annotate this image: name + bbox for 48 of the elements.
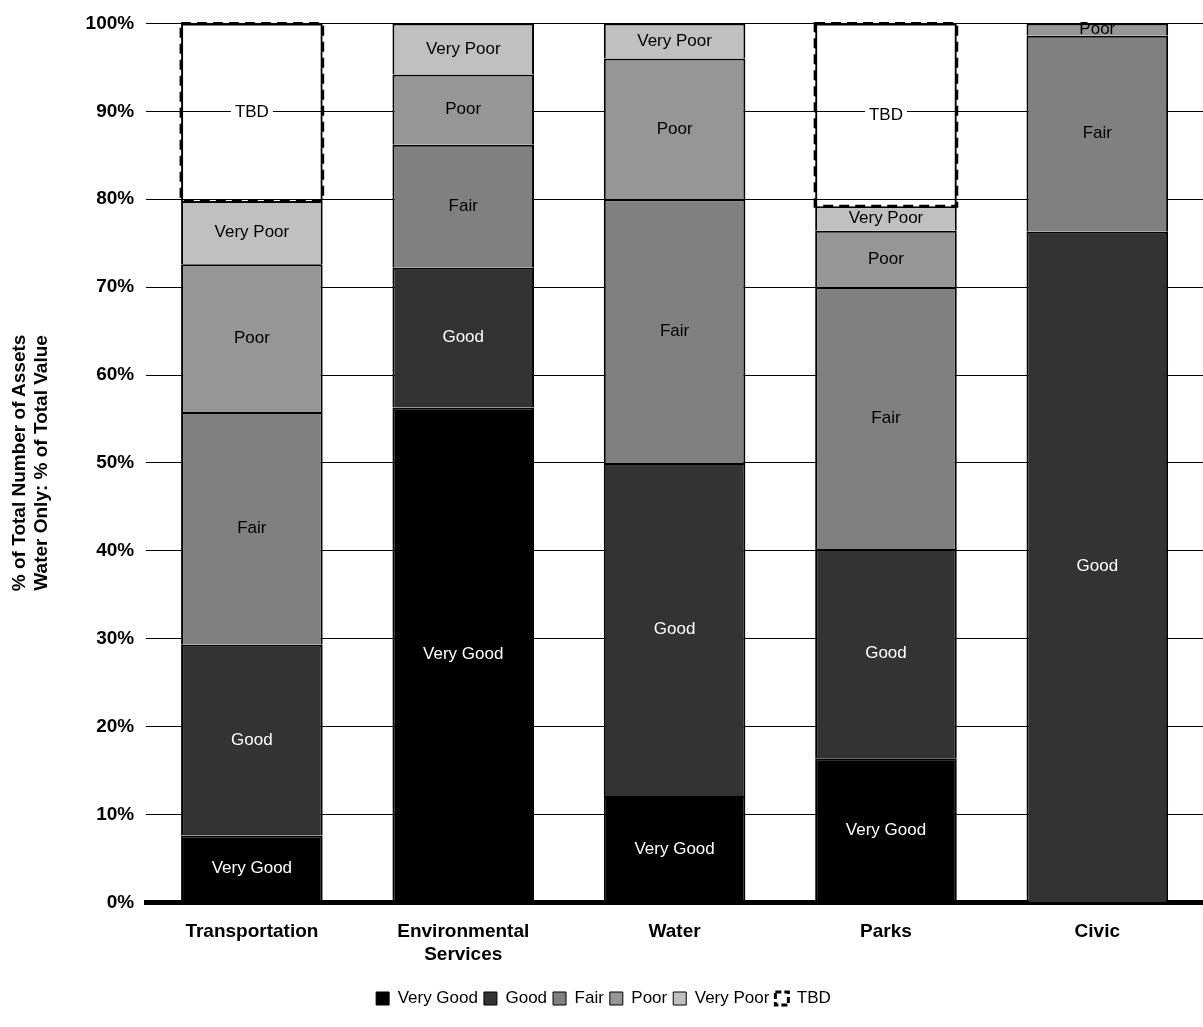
text: Very Poor [214,222,290,242]
legend-label: Very Good [397,988,478,1008]
x-tick-label: Parks [860,920,912,942]
legend-label: Very Poor [694,988,770,1008]
text: Poor [868,248,904,268]
y-tick-label: 40% [96,539,135,561]
text: Fair [1082,123,1112,143]
legend-label: Good [505,988,548,1008]
legend-label: Fair [574,988,605,1008]
x-tick-label: Transportation [185,920,319,942]
y-axis-title: % of Total Number of Assets Water Only: % of Total Value [7,334,52,592]
legend-label: TBD [796,988,831,1008]
text: Very Good [634,838,715,858]
text: Poor [1079,19,1116,39]
legend-label: Poor [631,988,668,1008]
x-tick-label: Civic [1074,920,1121,942]
text: Very Good [211,858,293,878]
text: Fair [871,407,901,427]
text: Very Good [845,819,927,839]
y-tick-label: 10% [96,802,135,824]
text: Good [442,327,485,347]
text: Fair [659,320,690,340]
text: Poor [656,118,693,138]
y-tick-label: 0% [106,890,135,912]
y-tick-label: 80% [96,187,135,209]
y-tick-label: 20% [96,714,135,736]
text: Good [653,619,696,639]
y-tick-label: 60% [96,363,135,385]
text: Very Poor [425,38,501,58]
x-tick-label: Environmental Services [397,920,530,964]
text: Fair [448,195,478,215]
y-tick-label: 70% [96,275,135,297]
text: Fair [237,518,267,538]
text: TBD [234,101,269,121]
text: Good [865,643,907,663]
text: Good [231,729,273,749]
text: Good [1076,556,1119,576]
y-tick-label: 90% [96,99,135,121]
text: Very Good [423,644,504,664]
text: TBD [868,104,903,124]
x-tick-label: Water [648,920,702,942]
text: Poor [233,327,270,347]
y-tick-label: 50% [96,451,135,473]
text: Poor [445,99,482,119]
text: Very Poor [848,208,924,228]
text: Very Poor [637,30,712,50]
y-tick-label: 100% [85,11,135,33]
y-tick-label: 30% [96,626,135,648]
